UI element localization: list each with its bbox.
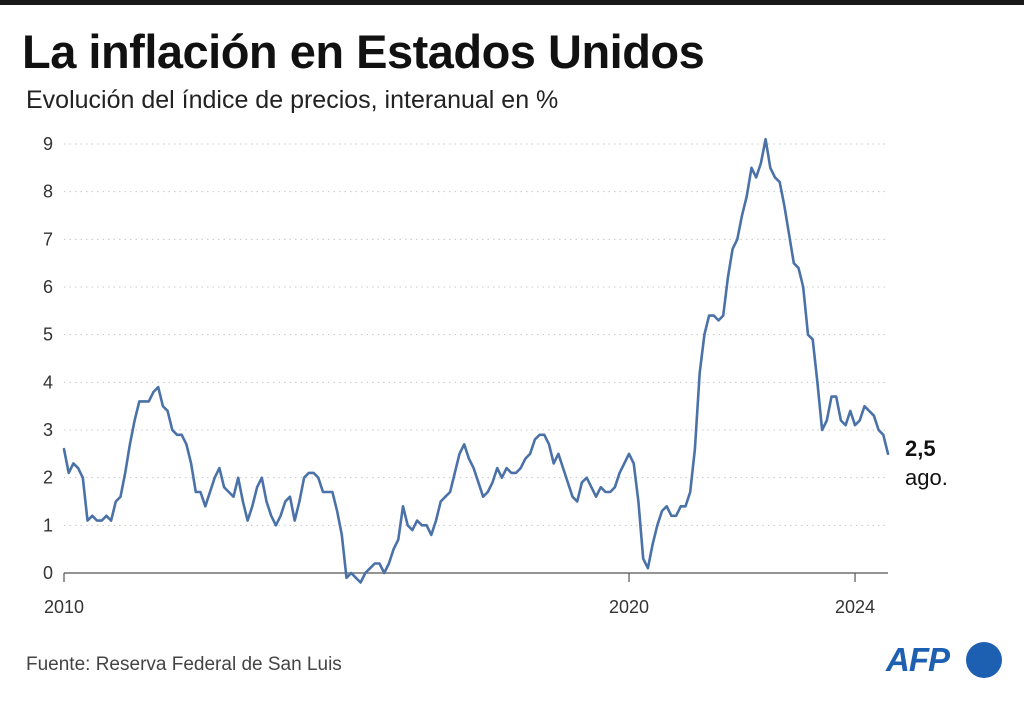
end-value-label: 2,5 [905,436,936,461]
y-tick-label: 1 [43,515,53,535]
y-tick-label: 3 [43,420,53,440]
end-date-label: ago. [905,465,948,490]
x-tick-label: 2020 [609,597,649,617]
chart-subtitle: Evolución del índice de precios, interan… [26,86,559,114]
x-tick-label: 2010 [44,597,84,617]
y-tick-label: 8 [43,182,53,202]
afp-logo: AFP [886,642,1004,678]
series-layer [62,137,890,584]
x-axis-labels: 2010 2020 2024 [44,597,875,617]
y-axis-labels: 0 1 2 3 4 5 6 7 8 9 [43,134,53,583]
top-rule [0,0,1024,5]
y-tick-label: 0 [43,563,53,583]
gridlines [64,143,888,526]
series-line [62,137,890,584]
y-tick-label: 7 [43,229,53,249]
source-note: Fuente: Reserva Federal de San Luis [26,654,342,675]
y-tick-label: 5 [43,325,53,345]
chart-title: La inflación en Estados Unidos [22,25,705,78]
end-annotation: 2,5 ago. [905,436,948,490]
afp-logo-dot-icon [966,642,1002,678]
afp-logo-text: AFP [886,641,950,678]
y-tick-label: 4 [43,372,53,392]
x-axis [63,572,888,582]
y-tick-label: 6 [43,277,53,297]
x-tick-label: 2024 [835,597,875,617]
y-tick-label: 9 [43,134,53,154]
y-tick-label: 2 [43,468,53,488]
